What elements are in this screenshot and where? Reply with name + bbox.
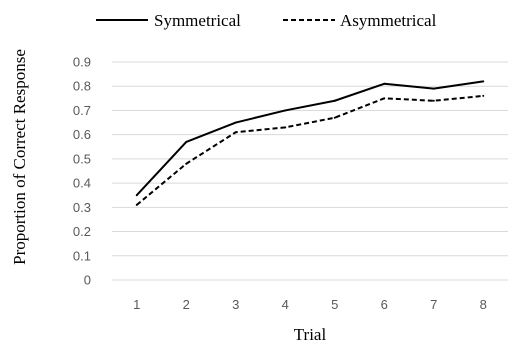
x-axis-ticks: 1 2 3 4 5 6 7 8 [133, 297, 487, 312]
y-axis-ticks: 0 0.1 0.2 0.3 0.4 0.5 0.6 0.7 0.8 0.9 [73, 55, 91, 288]
x-tick-label: 5 [331, 297, 338, 312]
gridlines [112, 61, 508, 281]
series-line-symmetrical [136, 80, 484, 196]
data-point-asymmetrical [432, 99, 435, 102]
data-point-symmetrical [383, 82, 386, 85]
y-tick-label: 0.4 [73, 176, 91, 191]
data-point-asymmetrical [135, 203, 138, 206]
x-tick-label: 6 [381, 297, 388, 312]
legend: Symmetrical Asymmetrical [96, 11, 437, 30]
x-tick-label: 2 [183, 297, 190, 312]
x-tick-label: 7 [430, 297, 437, 312]
data-point-asymmetrical [383, 97, 386, 100]
y-tick-label: 0.9 [73, 55, 91, 70]
x-axis-title: Trial [294, 325, 327, 344]
x-tick-label: 3 [232, 297, 239, 312]
data-point-asymmetrical [185, 162, 188, 165]
data-point-symmetrical [234, 121, 237, 124]
x-tick-label: 1 [133, 297, 140, 312]
x-tick-label: 8 [480, 297, 487, 312]
legend-label-asymmetrical: Asymmetrical [340, 11, 437, 30]
data-point-symmetrical [482, 80, 485, 83]
legend-label-symmetrical: Symmetrical [154, 11, 241, 30]
y-tick-label: 0.5 [73, 151, 91, 166]
data-point-asymmetrical [482, 94, 485, 97]
data-point-symmetrical [333, 99, 336, 102]
data-point-symmetrical [185, 140, 188, 143]
x-tick-label: 4 [282, 297, 289, 312]
data-point-symmetrical [432, 87, 435, 90]
y-tick-label: 0.8 [73, 79, 91, 94]
data-point-asymmetrical [234, 131, 237, 134]
y-tick-label: 0.1 [73, 248, 91, 263]
series-line-asymmetrical [136, 94, 484, 206]
y-axis-title: Proportion of Correct Response [10, 49, 29, 265]
data-point-asymmetrical [333, 116, 336, 119]
y-tick-label: 0.7 [73, 103, 91, 118]
y-tick-label: 0.2 [73, 224, 91, 239]
series-layer [135, 80, 485, 206]
data-point-asymmetrical [284, 126, 287, 129]
data-point-symmetrical [284, 109, 287, 112]
y-tick-label: 0.6 [73, 127, 91, 142]
y-tick-label: 0.3 [73, 200, 91, 215]
y-tick-label: 0 [84, 273, 91, 288]
data-point-symmetrical [135, 194, 138, 197]
